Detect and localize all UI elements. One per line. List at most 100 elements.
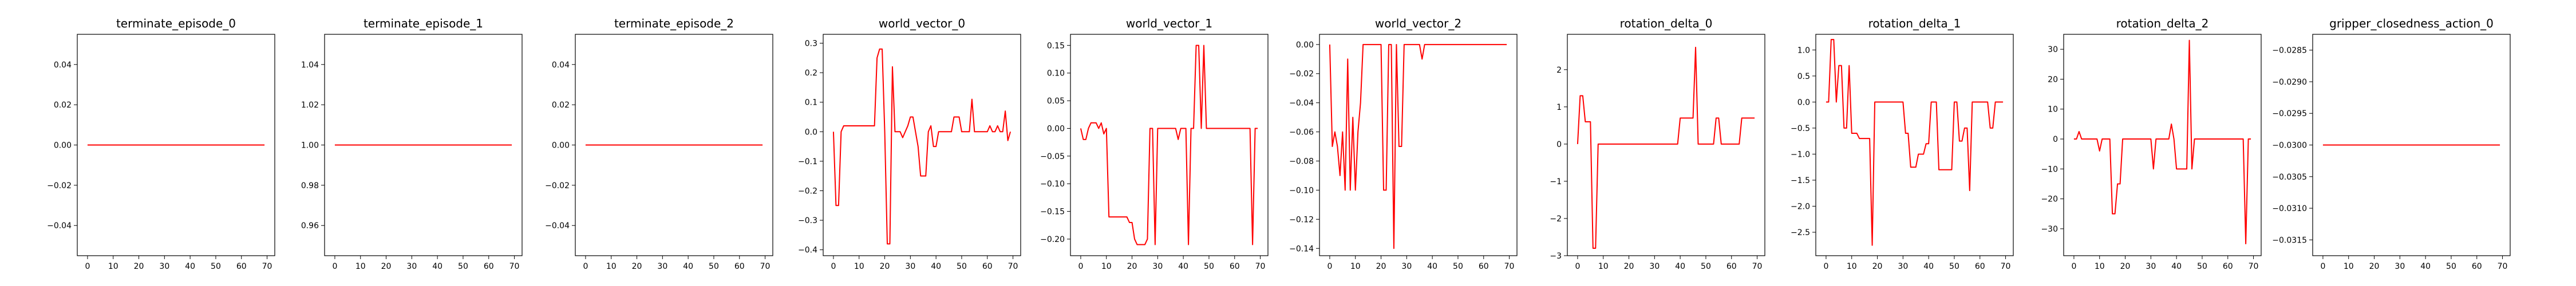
y-tick-label: −0.0310 xyxy=(2272,204,2307,213)
y-tick-label: 1.0 xyxy=(1797,46,1810,55)
y-tick-label: −0.0305 xyxy=(2272,173,2307,182)
chart-title: rotation_delta_0 xyxy=(1620,17,1713,30)
plot-frame xyxy=(1815,34,2014,256)
y-tick-label: 0.0 xyxy=(805,128,817,137)
x-tick-label: 20 xyxy=(1127,262,1137,271)
y-tick-label: −0.0300 xyxy=(2272,141,2307,150)
x-tick-label: 30 xyxy=(1401,262,1412,271)
x-tick-label: 70 xyxy=(1255,262,1266,271)
y-tick-label: 0.02 xyxy=(54,101,72,110)
x-tick-label: 60 xyxy=(2223,262,2233,271)
y-tick-label: −0.02 xyxy=(545,181,570,190)
y-tick-label: 0.98 xyxy=(301,181,319,190)
chart-panel: gripper_closedness_action_0 0 10 20 30 40 50 60… xyxy=(2272,17,2511,271)
y-tick-label: 1 xyxy=(1556,103,1562,112)
y-tick-label: −0.04 xyxy=(545,221,570,231)
x-tick-label: 70 xyxy=(1008,262,1018,271)
y-tick-label: −2 xyxy=(1550,214,1562,224)
x-tick-label: 30 xyxy=(657,262,667,271)
chart-panel: terminate_episode_0 0 10 20 30 40 50 60 70 −0.04 −… xyxy=(47,17,275,271)
y-tick-label: 0 xyxy=(2053,135,2058,144)
y-tick-label: 0.00 xyxy=(1047,124,1065,133)
x-tick-label: 0 xyxy=(2320,262,2325,271)
x-tick-label: 60 xyxy=(484,262,494,271)
chart-panel: world_vector_0 0 10 20 30 40 50 60 70 −0.4 −0.3 −0.… xyxy=(798,17,1021,271)
x-tick-label: 40 xyxy=(2420,262,2431,271)
x-tick-label: 20 xyxy=(134,262,144,271)
x-tick-label: 50 xyxy=(1453,262,1463,271)
y-tick-label: 0.04 xyxy=(552,61,570,70)
x-tick-label: 30 xyxy=(905,262,915,271)
x-tick-label: 20 xyxy=(1872,262,1883,271)
chart-title: world_vector_2 xyxy=(1375,17,1461,30)
x-tick-label: 40 xyxy=(2171,262,2182,271)
chart-panel: rotation_delta_2 0 10 20 30 40 50 60 70 −30 −20 −10… xyxy=(2041,17,2262,271)
y-tick-label: 0.02 xyxy=(552,101,570,110)
y-tick-label: 1.02 xyxy=(301,101,319,110)
x-tick-label: 70 xyxy=(1752,262,1763,271)
y-tick-label: −2.0 xyxy=(1791,202,1810,211)
x-tick-label: 50 xyxy=(1701,262,1711,271)
x-tick-label: 30 xyxy=(1898,262,1908,271)
y-tick-label: 0.3 xyxy=(805,39,817,48)
x-tick-label: 60 xyxy=(1230,262,1240,271)
y-tick-label: −0.3 xyxy=(798,216,817,225)
series-line xyxy=(1826,39,2004,246)
y-tick-label: −0.10 xyxy=(1040,180,1065,189)
chart-panel: terminate_episode_2 0 10 20 30 40 50 60 70 −0.04 −… xyxy=(545,17,773,271)
y-tick-label: −0.02 xyxy=(1289,70,1314,79)
y-tick-label: 2 xyxy=(1556,66,1562,75)
plot-frame xyxy=(1567,34,1765,256)
x-tick-label: 0 xyxy=(831,262,836,271)
x-tick-label: 10 xyxy=(1101,262,1112,271)
x-tick-label: 70 xyxy=(509,262,520,271)
x-tick-label: 50 xyxy=(211,262,221,271)
plot-frame xyxy=(823,34,1021,256)
x-tick-label: 40 xyxy=(1675,262,1685,271)
x-tick-label: 60 xyxy=(236,262,247,271)
x-tick-label: 50 xyxy=(1204,262,1214,271)
x-tick-label: 0 xyxy=(1575,262,1580,271)
y-tick-label: 0.00 xyxy=(552,141,570,150)
x-tick-label: 60 xyxy=(2472,262,2482,271)
x-tick-label: 60 xyxy=(982,262,993,271)
x-tick-label: 40 xyxy=(1923,262,1934,271)
x-tick-label: 60 xyxy=(1975,262,1985,271)
y-tick-label: −0.0290 xyxy=(2272,78,2307,87)
series-line xyxy=(1080,45,1258,245)
x-tick-label: 0 xyxy=(85,262,90,271)
x-tick-label: 10 xyxy=(108,262,118,271)
y-tick-label: −1.0 xyxy=(1791,150,1810,159)
x-tick-label: 30 xyxy=(1649,262,1660,271)
series-line xyxy=(1577,46,1755,249)
x-tick-label: 40 xyxy=(1178,262,1188,271)
y-tick-label: 0 xyxy=(1556,140,1562,149)
chart-panel: world_vector_2 0 10 20 30 40 50 60 70 −0.14 −0.12 −… xyxy=(1289,17,1518,271)
y-tick-label: −0.04 xyxy=(1289,99,1314,108)
y-tick-label: −0.10 xyxy=(1289,186,1314,195)
plot-frame xyxy=(1070,34,1269,256)
x-tick-label: 50 xyxy=(709,262,719,271)
x-tick-label: 10 xyxy=(1847,262,1857,271)
y-tick-label: −2.5 xyxy=(1791,228,1810,237)
x-tick-label: 70 xyxy=(2498,262,2508,271)
series-line xyxy=(1329,43,1507,249)
y-tick-label: −20 xyxy=(2041,195,2058,204)
chart-title: gripper_closedness_action_0 xyxy=(2329,17,2494,30)
y-tick-label: −0.0295 xyxy=(2272,109,2307,118)
chart-title: terminate_episode_2 xyxy=(614,17,734,30)
x-tick-label: 20 xyxy=(381,262,392,271)
x-tick-label: 10 xyxy=(1350,262,1361,271)
y-tick-label: 0.96 xyxy=(301,221,319,231)
x-tick-label: 30 xyxy=(406,262,417,271)
y-tick-label: −0.5 xyxy=(1791,124,1810,133)
x-tick-label: 60 xyxy=(1726,262,1737,271)
y-tick-label: −0.08 xyxy=(1289,157,1314,166)
chart-title: rotation_delta_1 xyxy=(1868,17,1961,30)
plot-frame xyxy=(324,34,523,256)
x-tick-label: 20 xyxy=(1376,262,1386,271)
chart-panel: rotation_delta_0 0 10 20 30 40 50 60 70 −3 −2 −1 0 1 2 xyxy=(1550,17,1765,271)
y-tick-label: −0.4 xyxy=(798,246,817,255)
y-tick-label: −3 xyxy=(1550,252,1562,261)
